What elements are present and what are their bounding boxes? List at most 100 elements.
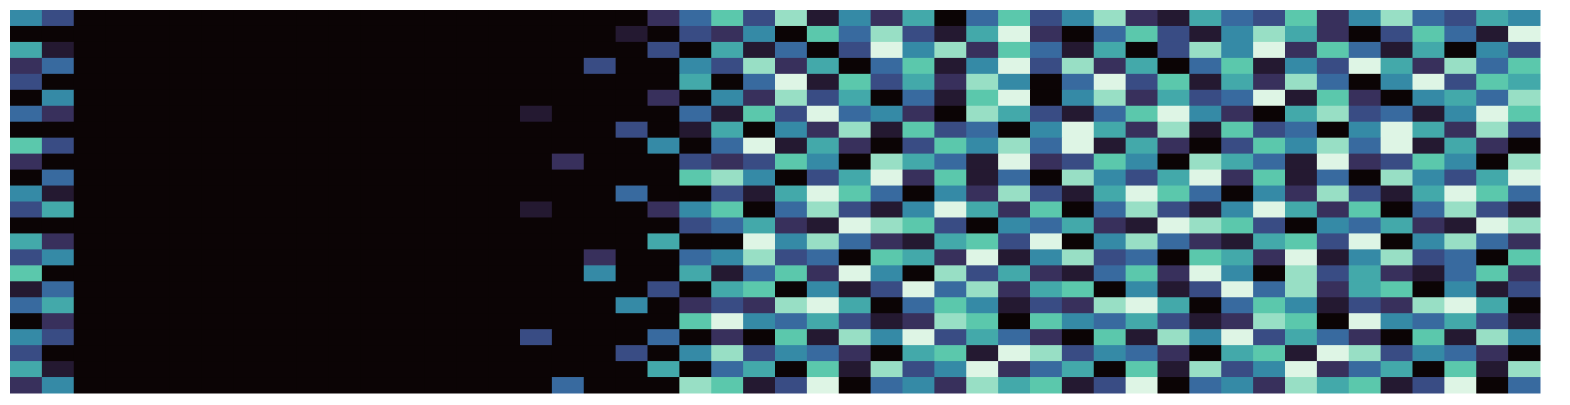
heatmap-cell: [775, 57, 808, 75]
heatmap-cell: [806, 249, 840, 266]
heatmap-cell: [615, 201, 648, 218]
heatmap-cell: [1189, 281, 1222, 298]
heatmap-cell: [137, 297, 170, 314]
heatmap-cell: [1061, 217, 1095, 234]
heatmap-cell: [743, 105, 776, 123]
heatmap-cell: [105, 361, 138, 378]
heatmap-cell: [456, 185, 489, 202]
heatmap-cell: [679, 249, 712, 266]
heatmap-cell: [1157, 361, 1190, 378]
heatmap-cell: [1380, 153, 1413, 171]
heatmap-cell: [1348, 249, 1382, 266]
heatmap-cell: [1061, 25, 1095, 43]
heatmap-cell: [296, 233, 330, 250]
heatmap-cell: [743, 121, 776, 139]
heatmap-cell: [838, 121, 872, 139]
heatmap-cell: [1476, 217, 1509, 234]
heatmap-cell: [360, 153, 393, 171]
heatmap-cell: [551, 201, 585, 218]
heatmap-cell: [870, 121, 903, 139]
heatmap-cell: [966, 297, 999, 314]
heatmap-cell: [615, 185, 648, 202]
heatmap-cell: [583, 265, 617, 282]
heatmap-cell: [488, 73, 521, 91]
heatmap-cell: [265, 105, 298, 123]
heatmap-cell: [1189, 121, 1222, 139]
heatmap-cell: [1444, 89, 1477, 107]
heatmap-cell: [392, 57, 425, 75]
heatmap-cell: [1125, 233, 1158, 250]
heatmap-cell: [1285, 297, 1318, 314]
heatmap-cell: [1412, 137, 1445, 155]
heatmap-cell: [806, 345, 840, 362]
heatmap-cell: [711, 89, 744, 107]
heatmap-cell: [1444, 329, 1477, 346]
heatmap-cell: [1412, 233, 1445, 250]
heatmap-cell: [424, 121, 457, 139]
heatmap-cell: [1476, 41, 1509, 59]
heatmap-cell: [1157, 121, 1190, 139]
heatmap-cell: [1348, 169, 1382, 187]
heatmap-cell: [1285, 153, 1318, 171]
heatmap-cell: [806, 89, 840, 107]
heatmap-cell: [1316, 233, 1350, 250]
heatmap-cell: [1093, 41, 1127, 59]
heatmap-cell: [201, 137, 234, 155]
heatmap-cell: [1508, 121, 1541, 139]
heatmap-cell: [1348, 217, 1382, 234]
heatmap-cell: [870, 281, 903, 298]
heatmap-cell: [1348, 281, 1382, 298]
heatmap-cell: [105, 105, 138, 123]
heatmap-cell: [1093, 73, 1127, 91]
heatmap-cell: [456, 361, 489, 378]
heatmap-cell: [392, 185, 425, 202]
heatmap-cell: [201, 217, 234, 234]
heatmap-cell: [615, 361, 648, 378]
heatmap-cell: [1157, 313, 1190, 330]
heatmap-cell: [233, 10, 266, 27]
heatmap-cell: [73, 153, 107, 171]
heatmap-cell: [201, 185, 234, 202]
heatmap-cell: [73, 89, 107, 107]
heatmap-cell: [73, 105, 107, 123]
heatmap-cell: [1157, 153, 1190, 171]
heatmap-cell: [711, 169, 744, 187]
heatmap-cell: [1476, 169, 1509, 187]
heatmap-cell: [1380, 41, 1413, 59]
heatmap-cell: [647, 137, 680, 155]
heatmap-cell: [870, 361, 903, 378]
heatmap-cell: [806, 217, 840, 234]
heatmap-cell: [520, 89, 553, 107]
heatmap-cell: [1476, 57, 1509, 75]
heatmap-cell: [583, 105, 617, 123]
heatmap-cell: [775, 185, 808, 202]
heatmap-cell: [966, 249, 999, 266]
heatmap-cell: [1348, 265, 1382, 282]
heatmap-cell: [711, 10, 744, 27]
heatmap-cell: [137, 329, 170, 346]
heatmap-cell: [105, 121, 138, 139]
heatmap-cell: [1253, 265, 1286, 282]
heatmap-cell: [1348, 313, 1382, 330]
heatmap-cell: [328, 89, 362, 107]
heatmap-cell: [966, 169, 999, 187]
heatmap-cell: [966, 201, 999, 218]
heatmap-cell: [41, 233, 75, 250]
heatmap-cell: [169, 313, 202, 330]
heatmap-cell: [1412, 185, 1445, 202]
heatmap-cell: [520, 25, 553, 43]
heatmap-cell: [360, 185, 393, 202]
heatmap-cell: [424, 345, 457, 362]
heatmap-cell: [488, 169, 521, 187]
heatmap-cell: [424, 105, 457, 123]
heatmap-cell: [1061, 73, 1095, 91]
heatmap-cell: [1125, 25, 1158, 43]
heatmap-cell: [679, 313, 712, 330]
heatmap-cell: [1412, 297, 1445, 314]
heatmap-cell: [838, 137, 872, 155]
heatmap-cell: [1508, 153, 1541, 171]
heatmap-cell: [360, 313, 393, 330]
heatmap-cell: [966, 281, 999, 298]
heatmap-cell: [806, 10, 840, 27]
heatmap-cell: [647, 105, 680, 123]
